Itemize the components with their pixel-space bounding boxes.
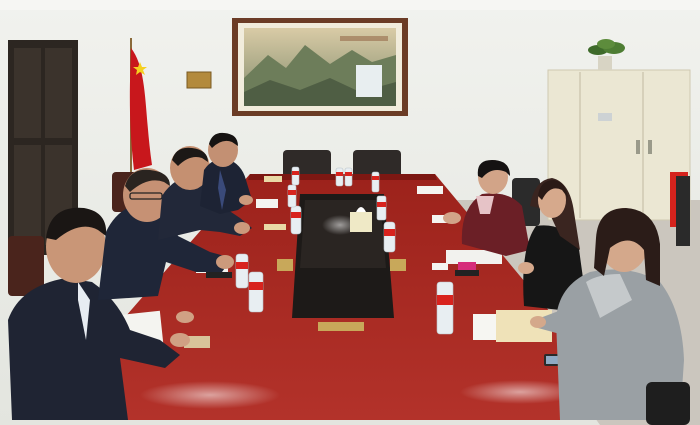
- filing-cabinet: [547, 69, 691, 221]
- landscape-painting: [232, 18, 408, 116]
- person-left-4: [200, 132, 253, 214]
- potted-plant: [588, 39, 625, 70]
- wall-plaque: [186, 71, 212, 89]
- person-right-1: [443, 160, 530, 256]
- bookcase: [8, 40, 78, 255]
- dark-chair-right: [676, 176, 690, 246]
- ceiling-strip: [0, 0, 700, 10]
- person-right-3: [530, 208, 684, 420]
- bag-bottom-right: [646, 382, 690, 425]
- tissue-box: [350, 207, 372, 232]
- person-left-2: [98, 168, 234, 300]
- water-bottles: [235, 166, 454, 335]
- person-left-front: [8, 207, 194, 420]
